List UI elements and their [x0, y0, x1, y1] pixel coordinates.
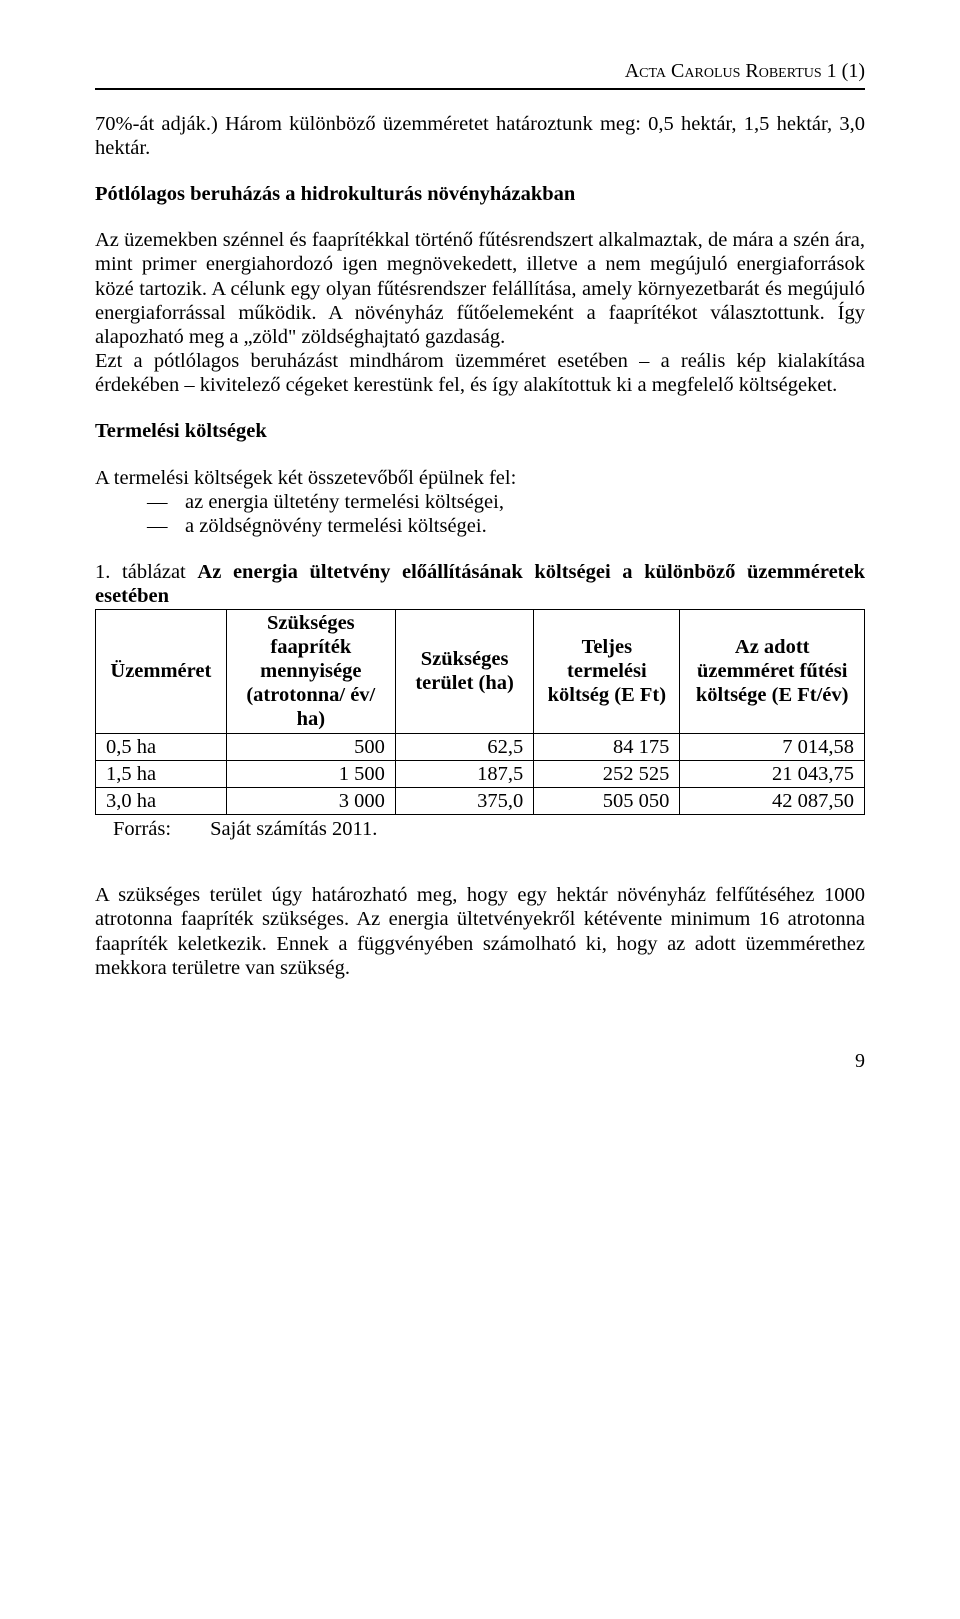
list-item-text: az energia ültetény termelési költségei,	[185, 490, 504, 514]
dash-icon: —	[147, 490, 185, 514]
cell: 0,5 ha	[96, 733, 227, 760]
col-header: Üzemméret	[96, 609, 227, 733]
cell: 252 525	[534, 760, 680, 787]
cell: 1,5 ha	[96, 760, 227, 787]
journal-header: Acta Carolus Robertus 1 (1)	[95, 60, 865, 84]
cell: 1 500	[226, 760, 395, 787]
cell: 42 087,50	[680, 787, 865, 814]
col-header: Szükséges faapríték mennyisége (atrotonn…	[226, 609, 395, 733]
cell: 62,5	[395, 733, 533, 760]
table-caption-title: Az energia ültetvény előállításának költ…	[95, 561, 865, 607]
col-header: Teljes termelési költség (E Ft)	[534, 609, 680, 733]
cell: 21 043,75	[680, 760, 865, 787]
table-caption-prefix: 1. táblázat	[95, 561, 197, 583]
table-row: 1,5 ha 1 500 187,5 252 525 21 043,75	[96, 760, 865, 787]
table-row: 3,0 ha 3 000 375,0 505 050 42 087,50	[96, 787, 865, 814]
paragraph-3: Ezt a pótlólagos beruházást mindhárom üz…	[95, 349, 865, 397]
cell: 7 014,58	[680, 733, 865, 760]
list-item: — az energia ültetény termelési költsége…	[95, 490, 865, 514]
cell: 3 000	[226, 787, 395, 814]
col-header: Szükséges terület (ha)	[395, 609, 533, 733]
table-source: Forrás: Saját számítás 2011.	[95, 817, 865, 841]
paragraph-2: Az üzemekben szénnel és faaprítékkal tör…	[95, 228, 865, 349]
page-number: 9	[95, 1050, 865, 1074]
cell: 375,0	[395, 787, 533, 814]
col-header: Az adott üzemméret fűtési költsége (E Ft…	[680, 609, 865, 733]
subheading-investment: Pótlólagos beruházás a hidrokulturás növ…	[95, 182, 865, 206]
cell: 84 175	[534, 733, 680, 760]
cell: 505 050	[534, 787, 680, 814]
source-label: Forrás:	[95, 817, 205, 841]
list-item-text: a zöldségnövény termelési költségei.	[185, 514, 487, 538]
cell: 187,5	[395, 760, 533, 787]
cost-table: Üzemméret Szükséges faapríték mennyisége…	[95, 609, 865, 816]
dash-icon: —	[147, 514, 185, 538]
source-text: Saját számítás 2011.	[210, 818, 377, 840]
list-item: — a zöldségnövény termelési költségei.	[95, 514, 865, 538]
cell: 3,0 ha	[96, 787, 227, 814]
table-row: 0,5 ha 500 62,5 84 175 7 014,58	[96, 733, 865, 760]
paragraph-4: A szükséges terület úgy határozható meg,…	[95, 883, 865, 980]
paragraph-1: 70%-át adják.) Három különböző üzemméret…	[95, 112, 865, 160]
table-header-row: Üzemméret Szükséges faapríték mennyisége…	[96, 609, 865, 733]
bullet-list: A termelési költségek két összetevőből é…	[95, 466, 865, 539]
table-caption: 1. táblázat Az energia ültetvény előállí…	[95, 560, 865, 608]
header-rule	[95, 88, 865, 90]
cell: 500	[226, 733, 395, 760]
subheading-costs: Termelési költségek	[95, 419, 865, 443]
list-intro: A termelési költségek két összetevőből é…	[95, 466, 865, 490]
